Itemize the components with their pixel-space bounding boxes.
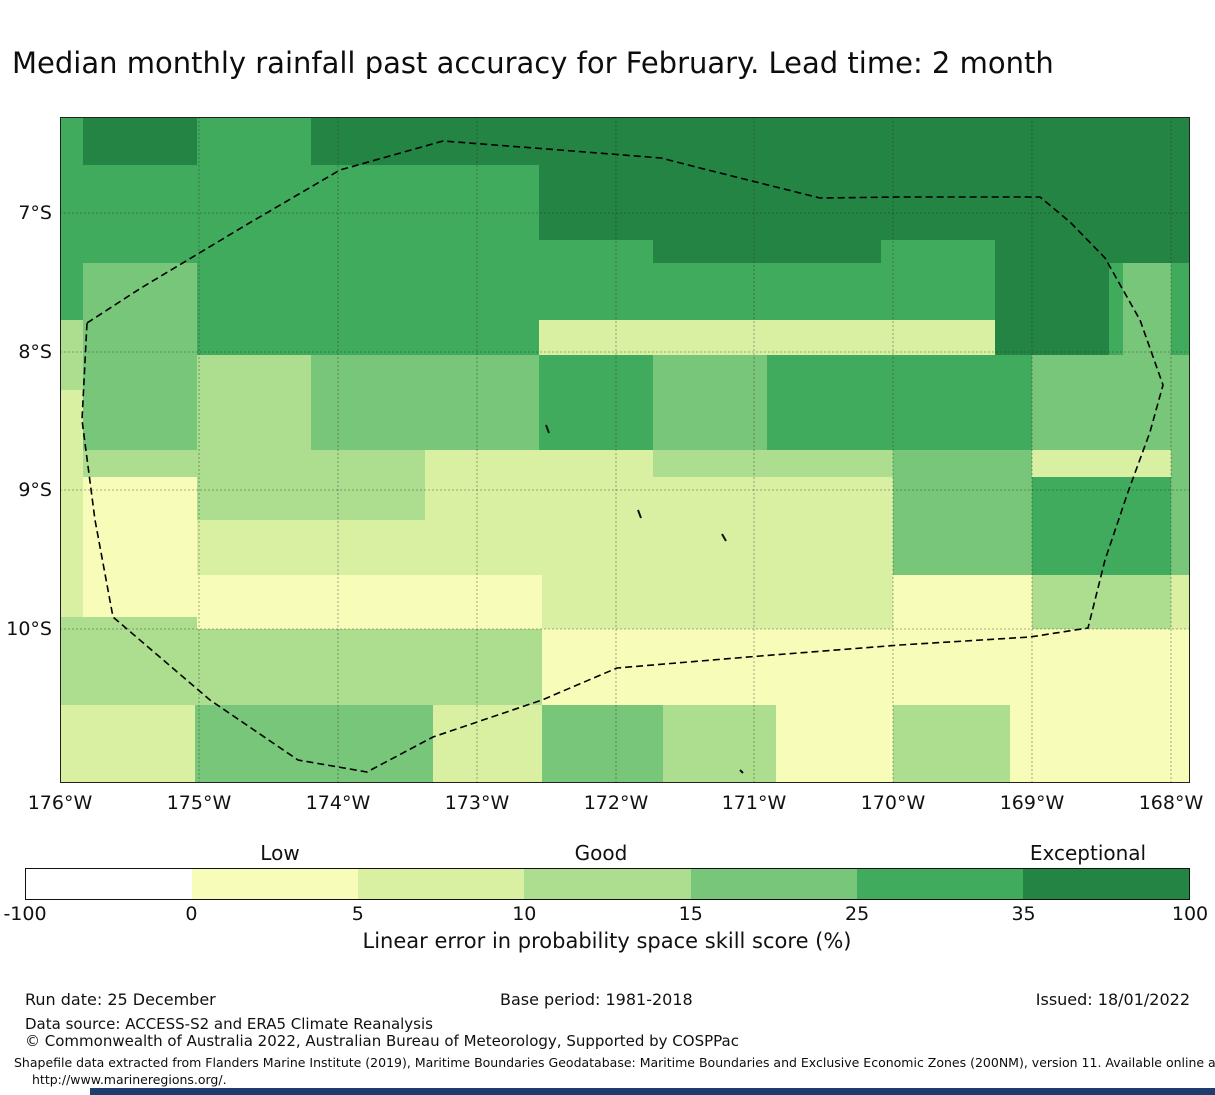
y-tick-label: 9°S — [18, 479, 52, 501]
map-plot-area — [60, 117, 1190, 783]
x-tick-label: 170°W — [860, 792, 926, 814]
chart-title: Median monthly rainfall past accuracy fo… — [12, 46, 1054, 80]
x-tick-label: 174°W — [305, 792, 371, 814]
x-tick-label: 173°W — [444, 792, 510, 814]
run-date: Run date: 25 December — [25, 990, 216, 1009]
bottom-brand-bar — [90, 1088, 1215, 1095]
x-tick-label: 169°W — [999, 792, 1065, 814]
x-tick-label: 172°W — [583, 792, 649, 814]
colorbar-caption: Linear error in probability space skill … — [362, 929, 852, 953]
y-tick-label: 7°S — [18, 202, 52, 224]
colorbar-tick-label: 5 — [351, 903, 364, 925]
x-tick-label: 175°W — [166, 792, 232, 814]
colorbar-tick-label: 10 — [512, 903, 537, 925]
copyright-line: © Commonwealth of Australia 2022, Austra… — [25, 1032, 739, 1050]
colorbar-category-label: Good — [574, 841, 628, 865]
base-period: Base period: 1981-2018 — [500, 990, 693, 1009]
colorbar-segment — [524, 869, 691, 899]
y-tick-label: 8°S — [18, 341, 52, 363]
shapefile-url: http://www.marineregions.org/. — [32, 1072, 227, 1087]
colorbar-category-label: Low — [260, 841, 300, 865]
colorbar-tick-label: 0 — [185, 903, 198, 925]
colorbar-segment — [26, 869, 193, 899]
colorbar-segment — [192, 869, 359, 899]
colorbar-tick-label: 25 — [845, 903, 870, 925]
colorbar-segment — [358, 869, 525, 899]
shapefile-note: Shapefile data extracted from Flanders M… — [14, 1055, 1215, 1070]
skill-heatmap — [60, 117, 1190, 783]
colorbar-category-label: Exceptional — [1029, 841, 1147, 865]
colorbar-segment — [856, 869, 1023, 899]
data-source: Data source: ACCESS-S2 and ERA5 Climate … — [25, 1015, 433, 1033]
y-tick-label: 10°S — [6, 618, 52, 640]
x-tick-label: 176°W — [27, 792, 93, 814]
colorbar-tick-label: 100 — [1171, 903, 1209, 925]
colorbar-segment — [690, 869, 857, 899]
x-tick-label: 171°W — [721, 792, 787, 814]
colorbar-tick-label: 15 — [678, 903, 703, 925]
colorbar-tick-label: 35 — [1011, 903, 1036, 925]
colorbar — [25, 868, 1190, 900]
colorbar-tick-label: -100 — [3, 903, 47, 925]
issued-date: Issued: 18/01/2022 — [1035, 990, 1190, 1009]
colorbar-segment — [1022, 869, 1189, 899]
x-tick-label: 168°W — [1138, 792, 1204, 814]
